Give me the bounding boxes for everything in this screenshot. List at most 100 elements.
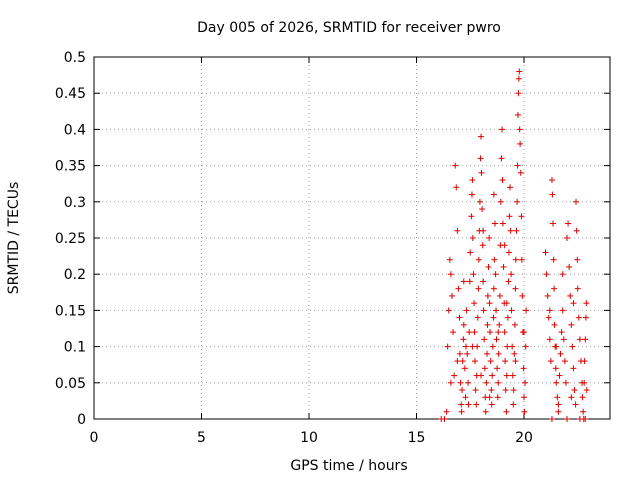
data-point	[445, 307, 452, 314]
data-point	[509, 372, 516, 379]
data-point	[471, 329, 478, 336]
data-point	[511, 321, 518, 328]
data-point	[510, 401, 517, 408]
data-point	[491, 256, 498, 263]
data-point	[510, 387, 517, 394]
data-point	[512, 358, 519, 365]
data-point	[551, 285, 558, 292]
data-point	[543, 271, 550, 278]
data-point	[502, 387, 509, 394]
data-point	[463, 307, 470, 314]
data-point	[495, 329, 502, 336]
data-point	[451, 372, 458, 379]
data-point	[481, 336, 488, 343]
data-point	[464, 350, 471, 357]
data-point	[545, 314, 552, 321]
data-point	[490, 314, 497, 321]
data-point	[512, 256, 519, 263]
data-point	[480, 227, 487, 234]
data-point	[495, 350, 502, 357]
data-point	[557, 350, 564, 357]
data-point	[489, 343, 496, 350]
data-point	[518, 256, 525, 263]
data-point	[450, 329, 457, 336]
data-point	[441, 416, 448, 422]
data-point	[555, 401, 562, 408]
data-point	[503, 300, 510, 307]
data-point	[489, 372, 496, 379]
data-point	[548, 177, 555, 184]
data-point	[486, 235, 493, 241]
data-point	[521, 394, 527, 401]
data-point	[459, 358, 466, 365]
data-point	[573, 227, 580, 234]
data-point	[478, 169, 485, 176]
data-point	[573, 198, 580, 205]
data-point	[569, 343, 576, 350]
data-point	[486, 394, 493, 401]
data-point	[570, 300, 577, 307]
data-point	[558, 329, 565, 336]
data-point	[574, 256, 581, 263]
data-point	[454, 227, 461, 234]
data-point	[493, 336, 500, 343]
plot-frame	[93, 56, 611, 420]
data-point	[551, 321, 558, 328]
data-point	[576, 416, 583, 422]
data-point	[514, 198, 521, 205]
data-point	[466, 278, 473, 285]
data-point	[491, 220, 498, 227]
data-point	[465, 379, 472, 386]
grid-layer	[94, 57, 610, 419]
data-point	[503, 408, 510, 415]
data-point	[479, 206, 486, 213]
data-point	[466, 329, 473, 336]
data-point	[574, 285, 581, 292]
data-point	[542, 249, 549, 256]
data-point	[499, 220, 506, 227]
data-point	[490, 285, 497, 292]
data-point	[572, 401, 579, 408]
data-point	[501, 242, 508, 249]
data-point	[465, 401, 472, 408]
data-point	[518, 213, 525, 220]
data-point	[468, 191, 475, 198]
data-point	[556, 372, 563, 379]
data-point	[495, 379, 502, 386]
y-tick-label: 0.45	[55, 86, 86, 102]
x-tick-label: 0	[90, 430, 99, 446]
x-tick-label: 15	[408, 430, 426, 446]
x-tick-label: 10	[300, 430, 318, 446]
data-point	[482, 408, 489, 415]
data-point	[485, 263, 492, 270]
data-point	[467, 249, 474, 256]
x-tick-label: 5	[197, 430, 206, 446]
data-point	[546, 307, 553, 314]
data-point	[456, 314, 463, 321]
data-point	[488, 387, 495, 394]
ticks-layer: 0 0.05 0.1 0.15 0.2 0.25 0.3 0.35 0.4 0.45 0.5 0 5 10…	[55, 50, 610, 446]
data-point	[458, 408, 465, 415]
data-point	[508, 271, 515, 278]
data-point	[469, 177, 476, 184]
data-point	[564, 416, 570, 422]
data-point	[499, 126, 506, 133]
data-point	[469, 235, 476, 241]
data-point	[443, 408, 450, 415]
data-point	[559, 271, 566, 278]
data-point	[504, 314, 511, 321]
data-point	[478, 133, 484, 140]
data-point	[447, 379, 454, 386]
data-point	[515, 90, 522, 97]
data-point	[581, 379, 588, 386]
data-point	[470, 271, 477, 278]
data-point	[471, 358, 478, 365]
data-point	[448, 292, 455, 299]
data-point	[506, 213, 513, 220]
data-point	[555, 408, 562, 415]
data-point	[478, 372, 484, 379]
data-point	[554, 394, 561, 401]
data-point	[565, 220, 572, 227]
data-point	[582, 416, 589, 422]
data-point	[488, 401, 495, 408]
